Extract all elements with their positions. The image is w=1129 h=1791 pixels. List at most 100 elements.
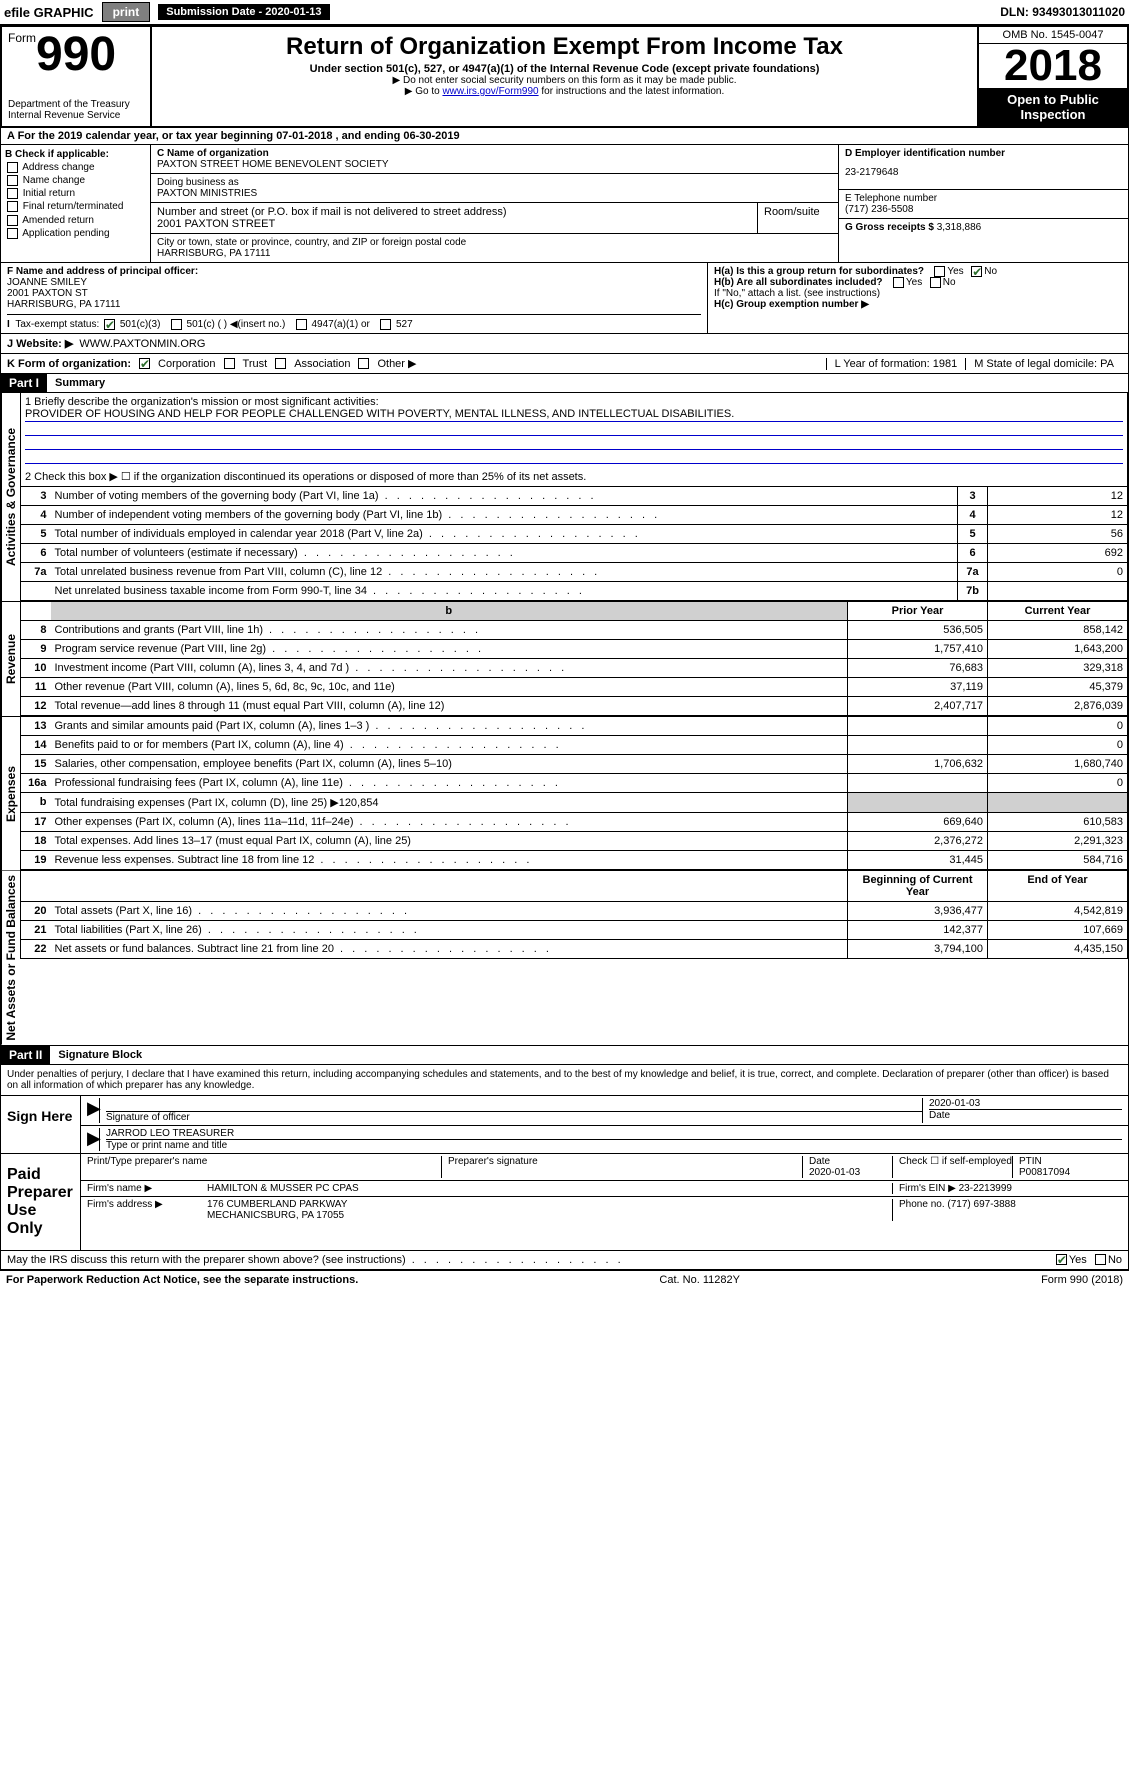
officer-printed-name: JARROD LEO TREASURER <box>106 1128 1122 1140</box>
val-3: 12 <box>988 487 1128 506</box>
chk-527[interactable] <box>380 319 391 330</box>
form-subtitle: Under section 501(c), 527, or 4947(a)(1)… <box>156 63 973 75</box>
form-title-box: Return of Organization Exempt From Incom… <box>152 27 977 126</box>
expenses-table: 13Grants and similar amounts paid (Part … <box>20 717 1128 870</box>
irs-link[interactable]: www.irs.gov/Form990 <box>442 86 538 97</box>
org-name-cell: C Name of organization PAXTON STREET HOM… <box>151 145 838 174</box>
efile-label: efile GRAPHIC <box>4 5 94 20</box>
dba-cell: Doing business as PAXTON MINISTRIES <box>151 174 838 203</box>
q2-checkbox-line: 2 Check this box ▶ ☐ if the organization… <box>21 467 1128 487</box>
form-id-box: Form990 Department of the Treasury Inter… <box>2 27 152 126</box>
page-footer: For Paperwork Reduction Act Notice, see … <box>0 1271 1129 1289</box>
val-5: 56 <box>988 525 1128 544</box>
chk-association[interactable] <box>275 358 286 369</box>
part1-title: Summary <box>47 375 113 391</box>
chk-501c[interactable] <box>171 319 182 330</box>
col-b-label: B Check if applicable: <box>5 149 146 160</box>
section-revenue: Revenue bPrior YearCurrent Year 8Contrib… <box>0 602 1129 717</box>
row-j-website: J Website: ▶ WWW.PAXTONMIN.ORG <box>0 334 1129 354</box>
perjury-statement: Under penalties of perjury, I declare th… <box>0 1065 1129 1096</box>
sign-date: 2020-01-03 <box>929 1098 1122 1110</box>
firm-name-row: Firm's name ▶ HAMILTON & MUSSER PC CPAS … <box>81 1181 1128 1197</box>
firm-ein: 23-2213999 <box>959 1183 1012 1194</box>
chk-501c3[interactable] <box>104 319 115 330</box>
ha-yes[interactable] <box>934 266 945 277</box>
officer-address: 2001 PAXTON ST HARRISBURG, PA 17111 <box>7 288 701 310</box>
col-d-info: D Employer identification number 23-2179… <box>838 145 1128 262</box>
hb-yes[interactable] <box>893 277 904 288</box>
hdr-prior: Prior Year <box>848 602 988 621</box>
discuss-yes[interactable] <box>1056 1254 1067 1265</box>
officer-name: JOANNE SMILEY <box>7 277 701 288</box>
website-url: WWW.PAXTONMIN.ORG <box>79 338 205 350</box>
chk-application[interactable]: Application pending <box>5 228 146 239</box>
part2-badge: Part II <box>1 1046 50 1064</box>
chk-address-change[interactable]: Address change <box>5 162 146 173</box>
mission-text: PROVIDER OF HOUSING AND HELP FOR PEOPLE … <box>25 408 1123 422</box>
chk-amended[interactable]: Amended return <box>5 215 146 226</box>
officer-signature-row: ▶ Signature of officer 2020-01-03 Date <box>81 1096 1128 1126</box>
ein-value: 23-2179648 <box>845 159 1122 186</box>
gross-receipts: 3,318,886 <box>937 222 982 233</box>
dln-label: DLN: 93493013011020 <box>1000 5 1125 19</box>
chk-corporation[interactable] <box>139 358 150 369</box>
preparer-header-row: Print/Type preparer's name Preparer's si… <box>81 1154 1128 1181</box>
chk-4947[interactable] <box>296 319 307 330</box>
paid-preparer-block: Paid Preparer Use Only Print/Type prepar… <box>0 1154 1129 1251</box>
gross-cell: G Gross receipts $ 3,318,886 <box>839 219 1128 236</box>
section-governance: Activities & Governance 1 Briefly descri… <box>0 393 1129 602</box>
part2-header-row: Part II Signature Block <box>0 1046 1129 1065</box>
governance-table: 1 Briefly describe the organization's mi… <box>20 393 1128 601</box>
hdr-current: Current Year <box>988 602 1128 621</box>
q1-label: 1 Briefly describe the organization's mi… <box>25 396 1123 408</box>
chk-trust[interactable] <box>224 358 235 369</box>
val-7b <box>988 582 1128 601</box>
vlabel-governance: Activities & Governance <box>1 393 20 601</box>
sign-here-label: Sign Here <box>1 1096 81 1153</box>
tax-year: 2018 <box>979 44 1127 88</box>
print-button[interactable]: print <box>102 2 151 22</box>
year-formation: L Year of formation: 1981 <box>826 358 966 370</box>
street-cell: Number and street (or P.O. box if mail i… <box>151 203 758 233</box>
dba-name: PAXTON MINISTRIES <box>157 188 832 199</box>
hb-no[interactable] <box>930 277 941 288</box>
discuss-no[interactable] <box>1095 1254 1106 1265</box>
col-h-group: H(a) Is this a group return for subordin… <box>708 263 1128 333</box>
col-b-checkboxes: B Check if applicable: Address change Na… <box>1 145 151 262</box>
paperwork-notice: For Paperwork Reduction Act Notice, see … <box>6 1274 358 1286</box>
form-number: 990 <box>36 28 116 81</box>
discuss-row: May the IRS discuss this return with the… <box>0 1251 1129 1271</box>
chk-initial-return[interactable]: Initial return <box>5 188 146 199</box>
form-note-1: ▶ Do not enter social security numbers o… <box>156 75 973 86</box>
efile-header: efile GRAPHIC print Submission Date - 20… <box>0 0 1129 25</box>
chk-other[interactable] <box>358 358 369 369</box>
tel-cell: E Telephone number (717) 236-5508 <box>839 190 1128 219</box>
firm-phone: (717) 697-3888 <box>947 1199 1015 1210</box>
street-address: 2001 PAXTON STREET <box>157 218 751 230</box>
preparer-date: 2020-01-03 <box>809 1167 860 1178</box>
vlabel-expenses: Expenses <box>1 717 20 870</box>
part2-title: Signature Block <box>50 1047 150 1063</box>
chk-name-change[interactable]: Name change <box>5 175 146 186</box>
hdr-end: End of Year <box>988 871 1128 902</box>
val-7a: 0 <box>988 563 1128 582</box>
hdr-begin: Beginning of Current Year <box>848 871 988 902</box>
catalog-number: Cat. No. 11282Y <box>659 1274 740 1286</box>
sign-here-block: Sign Here ▶ Signature of officer 2020-01… <box>0 1096 1129 1154</box>
form-word: Form <box>8 31 36 45</box>
form-title: Return of Organization Exempt From Incom… <box>156 33 973 61</box>
ptin-value: P00817094 <box>1019 1167 1070 1178</box>
col-c-org-info: C Name of organization PAXTON STREET HOM… <box>151 145 838 262</box>
firm-name: HAMILTON & MUSSER PC CPAS <box>207 1183 892 1194</box>
col-f-officer: F Name and address of principal officer:… <box>1 263 708 333</box>
revenue-table: bPrior YearCurrent Year 8Contributions a… <box>20 602 1128 716</box>
part1-header-row: Part I Summary <box>0 374 1129 393</box>
firm-address: 176 CUMBERLAND PARKWAY MECHANICSBURG, PA… <box>207 1199 892 1221</box>
section-expenses: Expenses 13Grants and similar amounts pa… <box>0 717 1129 871</box>
state-domicile: M State of legal domicile: PA <box>965 358 1122 370</box>
chk-final-return[interactable]: Final return/terminated <box>5 201 146 212</box>
form-note-2: ▶ Go to www.irs.gov/Form990 for instruct… <box>156 86 973 97</box>
ha-no[interactable] <box>971 266 982 277</box>
department-label: Department of the Treasury Internal Reve… <box>8 99 144 121</box>
val-6: 692 <box>988 544 1128 563</box>
